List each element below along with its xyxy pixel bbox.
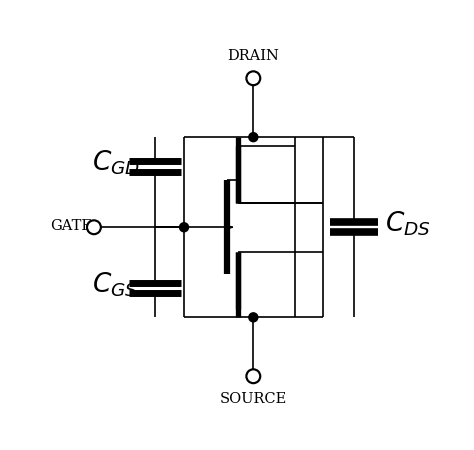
- Circle shape: [249, 313, 258, 322]
- Circle shape: [246, 369, 260, 383]
- Circle shape: [249, 133, 258, 142]
- Text: GATE: GATE: [50, 219, 92, 233]
- Circle shape: [246, 71, 260, 85]
- Text: DRAIN: DRAIN: [228, 49, 279, 63]
- Circle shape: [180, 223, 189, 232]
- Text: $C_{GS}$: $C_{GS}$: [92, 270, 138, 299]
- Text: $C_{GD}$: $C_{GD}$: [92, 149, 140, 177]
- Text: $C_{DS}$: $C_{DS}$: [385, 210, 431, 238]
- Circle shape: [87, 220, 101, 234]
- Text: SOURCE: SOURCE: [219, 392, 287, 406]
